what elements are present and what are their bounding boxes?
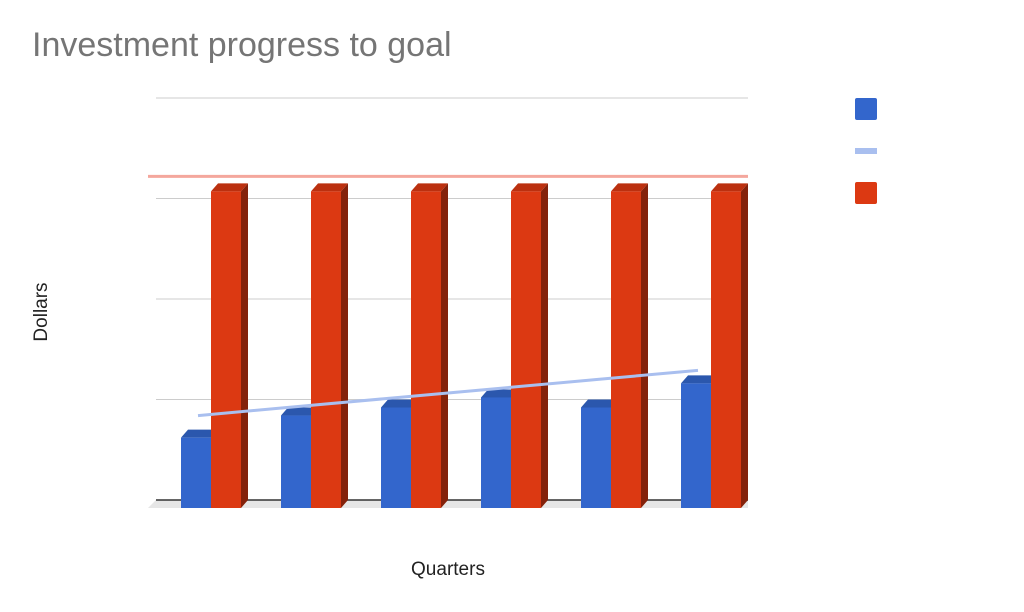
legend-swatch xyxy=(855,182,877,204)
bar xyxy=(481,397,511,508)
bar-top xyxy=(211,183,248,192)
bar xyxy=(711,191,741,509)
chart-title: Investment progress to goal xyxy=(32,26,452,64)
bar-top xyxy=(181,429,218,438)
bar-top xyxy=(681,375,718,384)
bar-top xyxy=(411,183,448,192)
bar-side xyxy=(741,183,748,509)
bar-top xyxy=(481,389,518,398)
bar-top xyxy=(611,183,648,192)
legend-swatch xyxy=(855,98,877,120)
bar-top xyxy=(311,183,348,192)
x-axis-label: Quarters xyxy=(411,559,485,580)
bar-side xyxy=(241,183,248,509)
bar xyxy=(181,437,211,508)
legend-swatch xyxy=(855,148,877,154)
bar xyxy=(281,415,311,508)
bar-side xyxy=(641,183,648,509)
bar xyxy=(311,191,341,509)
bar xyxy=(611,191,641,509)
bar-top xyxy=(511,183,548,192)
bar-side xyxy=(341,183,348,509)
y-axis-label: Dollars xyxy=(31,282,52,341)
trend-line xyxy=(197,368,699,418)
bar-side xyxy=(441,183,448,509)
bar xyxy=(681,383,711,508)
bar xyxy=(511,191,541,509)
bar-top xyxy=(711,183,748,192)
bar-top xyxy=(581,399,618,408)
bar-side xyxy=(541,183,548,509)
bar xyxy=(211,191,241,509)
bar xyxy=(411,191,441,509)
bar xyxy=(381,407,411,508)
bar-top xyxy=(381,399,418,408)
bar-top xyxy=(281,407,318,416)
bar xyxy=(581,407,611,508)
